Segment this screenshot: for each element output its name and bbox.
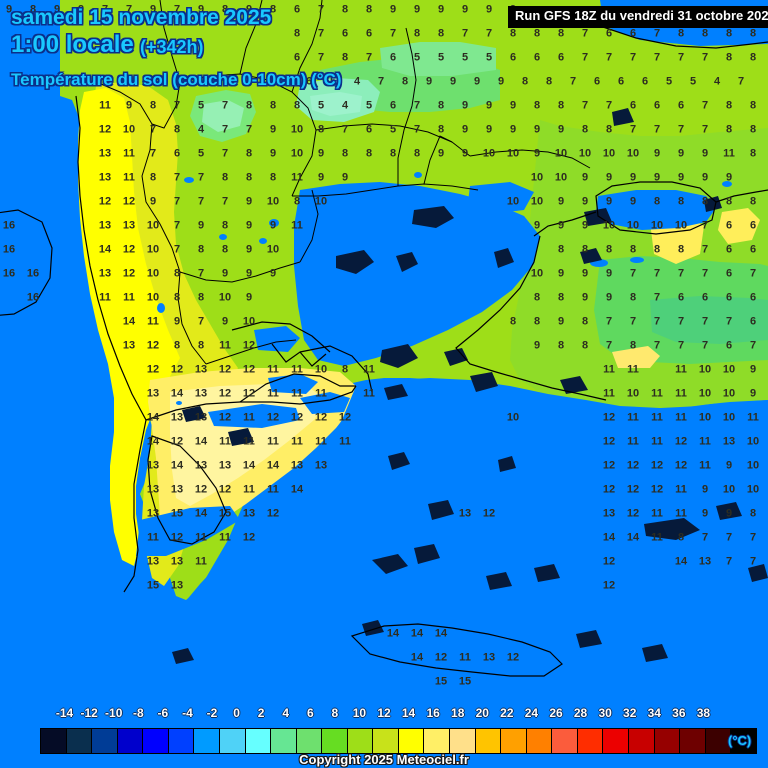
legend-tick-label: 30 — [598, 706, 612, 720]
legend-tick-label: 38 — [696, 706, 711, 720]
legend-tick-label: -10 — [105, 706, 123, 720]
legend-swatch — [194, 729, 220, 753]
coastlines-and-borders — [0, 0, 768, 677]
legend-swatch — [296, 729, 323, 753]
legend-swatch — [373, 729, 399, 753]
legend-swatch — [168, 729, 195, 753]
model-run-banner: Run GFS 18Z du vendredi 31 octobre 2025 — [508, 6, 768, 28]
legend-swatch — [680, 729, 706, 753]
legend-swatch — [705, 729, 732, 753]
legend-tick-label: 10 — [352, 706, 367, 720]
legend-tick-label: 28 — [573, 706, 588, 720]
legend-tick-label: 24 — [524, 706, 539, 720]
forecast-time: 1:00 locale — [11, 31, 134, 58]
legend-tick-label: 16 — [426, 706, 440, 720]
legend-swatch — [603, 729, 629, 753]
legend-tick-label: 14 — [401, 706, 416, 720]
legend-swatch — [501, 729, 527, 753]
legend-tick-label: 26 — [549, 706, 563, 720]
legend-swatch — [347, 729, 374, 753]
legend-tick-label: -8 — [132, 706, 144, 720]
legend-swatch — [628, 729, 655, 753]
legend-swatch — [245, 729, 272, 753]
sea-overlay — [0, 0, 768, 700]
legend-tick-label: -12 — [80, 706, 98, 720]
legend-swatch — [654, 729, 681, 753]
legend-tick-label: -2 — [206, 706, 218, 720]
color-scale-legend: -14 -12 -10 -8 -6 -4 -2 0 2 4 6 8 10 12 14 16 18 20 22 24 26… — [0, 700, 768, 768]
legend-tick-label: 34 — [647, 706, 661, 720]
legend-swatch — [271, 729, 297, 753]
legend-tick-label: 20 — [475, 706, 489, 720]
legend-swatch — [475, 729, 502, 753]
legend-swatch — [41, 729, 67, 753]
legend-tick-label: 4 — [282, 706, 290, 720]
legend-swatch — [66, 729, 93, 753]
legend-swatch — [552, 729, 578, 753]
legend-tick-label: -6 — [157, 706, 169, 720]
parameter-label: Température du sol (couche 0-10cm) (°C) — [11, 70, 342, 89]
legend-swatch — [117, 729, 144, 753]
legend-tick-label: 22 — [500, 706, 514, 720]
legend-color-bar — [40, 728, 757, 754]
legend-swatch — [577, 729, 604, 753]
legend-swatch — [143, 729, 169, 753]
legend-tick-labels: -14 -12 -10 -8 -6 -4 -2 0 2 4 6 8 10 12 14 16 18 20 22 24 26… — [0, 706, 768, 722]
legend-tick-label: -4 — [182, 706, 193, 720]
legend-tick-label: 18 — [451, 706, 465, 720]
legend-swatch — [526, 729, 553, 753]
legend-swatch — [398, 729, 425, 753]
legend-tick-label: 6 — [306, 706, 314, 720]
legend-tick-label: 12 — [377, 706, 391, 720]
legend-tick-label: 8 — [331, 706, 339, 720]
legend-unit-label: (°C) — [728, 733, 752, 748]
legend-tick-label: 0 — [233, 706, 240, 720]
legend-swatch — [322, 729, 348, 753]
legend-swatch — [731, 729, 756, 753]
legend-swatch — [450, 729, 476, 753]
legend-tick-label: 32 — [623, 706, 637, 720]
legend-tick-label: 2 — [257, 706, 265, 720]
legend-tick-label: -14 — [55, 706, 74, 720]
weather-map[interactable]: 9899779798986788999999876678877888766788… — [0, 0, 768, 700]
legend-tick-label: 36 — [672, 706, 686, 720]
legend-swatch — [219, 729, 246, 753]
legend-swatch — [424, 729, 450, 753]
copyright-text: Copyright 2025 Meteociel.fr — [299, 752, 469, 767]
forecast-lead-time: (+342h) — [140, 37, 204, 57]
cold-islands — [172, 108, 768, 664]
map-canvas — [0, 0, 768, 700]
forecast-date: samedi 15 novembre 2025 — [11, 6, 272, 29]
legend-swatch — [92, 729, 118, 753]
